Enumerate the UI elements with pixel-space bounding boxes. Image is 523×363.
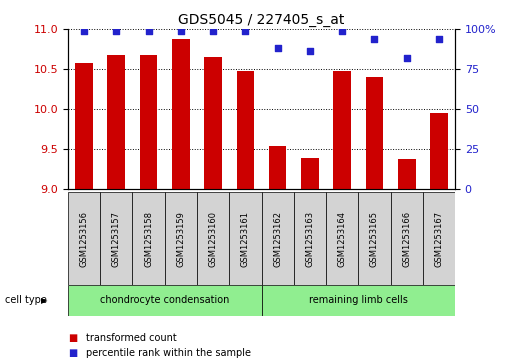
Text: GSM1253165: GSM1253165 [370, 211, 379, 267]
Bar [172, 38, 190, 189]
Text: chondrocyte condensation: chondrocyte condensation [100, 295, 230, 305]
Text: ▶: ▶ [41, 296, 48, 305]
Bar [204, 57, 222, 189]
Bar [333, 72, 351, 189]
Point [144, 28, 153, 33]
Bar [391, 192, 423, 285]
Text: cell type: cell type [5, 295, 47, 305]
Text: GSM1253164: GSM1253164 [338, 211, 347, 267]
Text: GSM1253156: GSM1253156 [79, 211, 88, 267]
Bar [132, 192, 165, 285]
Point [338, 28, 346, 33]
Bar [366, 77, 383, 189]
Text: transformed count: transformed count [86, 333, 177, 343]
Text: remaining limb cells: remaining limb cells [309, 295, 408, 305]
Bar [430, 113, 448, 189]
Bar [100, 192, 132, 285]
Bar [423, 192, 455, 285]
Point [177, 28, 185, 33]
Text: GSM1253158: GSM1253158 [144, 211, 153, 267]
Point [403, 55, 411, 61]
Bar [229, 192, 262, 285]
Bar [236, 72, 254, 189]
Text: GSM1253157: GSM1253157 [112, 211, 121, 267]
Text: GSM1253160: GSM1253160 [209, 211, 218, 267]
Bar [108, 54, 125, 189]
Text: GSM1253166: GSM1253166 [402, 211, 411, 267]
Bar [326, 192, 358, 285]
Bar [301, 158, 319, 189]
Text: ■: ■ [68, 348, 77, 358]
Bar [197, 192, 229, 285]
Point [305, 49, 314, 54]
Bar [165, 192, 197, 285]
Text: GSM1253162: GSM1253162 [273, 211, 282, 267]
Bar [358, 192, 391, 285]
Bar [75, 62, 93, 189]
Point [112, 28, 120, 33]
Text: GSM1253163: GSM1253163 [305, 211, 314, 267]
Bar [68, 192, 100, 285]
Point [370, 36, 379, 41]
Title: GDS5045 / 227405_s_at: GDS5045 / 227405_s_at [178, 13, 345, 26]
Bar [140, 56, 157, 189]
Text: GSM1253161: GSM1253161 [241, 211, 250, 267]
Text: percentile rank within the sample: percentile rank within the sample [86, 348, 251, 358]
Bar [294, 192, 326, 285]
Text: GSM1253159: GSM1253159 [176, 211, 185, 266]
Bar [68, 285, 262, 316]
Text: GSM1253167: GSM1253167 [435, 211, 444, 267]
Point [274, 45, 282, 51]
Point [80, 28, 88, 33]
Point [241, 28, 249, 33]
Bar [269, 146, 287, 189]
Bar [262, 285, 455, 316]
Text: ■: ■ [68, 333, 77, 343]
Point [209, 28, 218, 33]
Bar [398, 159, 415, 189]
Point [435, 36, 443, 41]
Bar [262, 192, 294, 285]
